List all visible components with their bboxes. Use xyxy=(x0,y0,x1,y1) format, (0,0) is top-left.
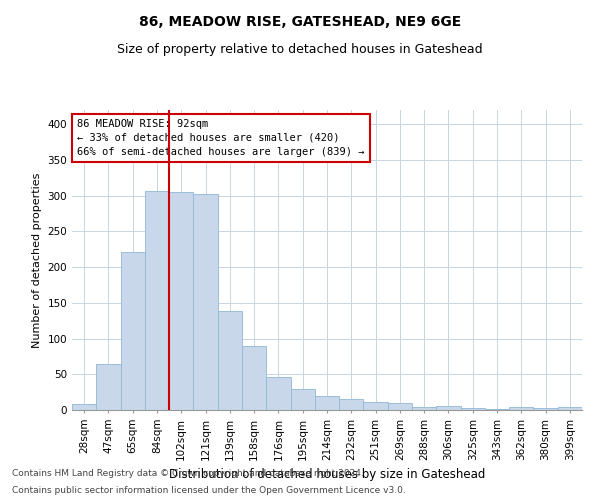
Bar xyxy=(121,252,145,410)
Text: 86, MEADOW RISE, GATESHEAD, NE9 6GE: 86, MEADOW RISE, GATESHEAD, NE9 6GE xyxy=(139,15,461,29)
Bar xyxy=(145,190,169,410)
Bar xyxy=(436,406,461,410)
Text: Contains public sector information licensed under the Open Government Licence v3: Contains public sector information licen… xyxy=(12,486,406,495)
Bar xyxy=(266,377,290,410)
Bar xyxy=(96,364,121,410)
Bar xyxy=(388,403,412,410)
Bar xyxy=(509,407,533,410)
Bar xyxy=(169,192,193,410)
Bar xyxy=(364,402,388,410)
Bar xyxy=(290,388,315,410)
Bar xyxy=(533,408,558,410)
Bar xyxy=(558,407,582,410)
Bar xyxy=(485,408,509,410)
Bar xyxy=(242,346,266,410)
Bar xyxy=(412,407,436,410)
Bar xyxy=(218,310,242,410)
Bar xyxy=(461,408,485,410)
Y-axis label: Number of detached properties: Number of detached properties xyxy=(32,172,42,348)
Text: Size of property relative to detached houses in Gateshead: Size of property relative to detached ho… xyxy=(117,42,483,56)
Bar xyxy=(72,404,96,410)
Bar xyxy=(315,396,339,410)
Bar xyxy=(339,400,364,410)
Text: Contains HM Land Registry data © Crown copyright and database right 2024.: Contains HM Land Registry data © Crown c… xyxy=(12,468,364,477)
Text: 86 MEADOW RISE: 92sqm
← 33% of detached houses are smaller (420)
66% of semi-det: 86 MEADOW RISE: 92sqm ← 33% of detached … xyxy=(77,119,365,157)
Bar xyxy=(193,194,218,410)
X-axis label: Distribution of detached houses by size in Gateshead: Distribution of detached houses by size … xyxy=(169,468,485,481)
